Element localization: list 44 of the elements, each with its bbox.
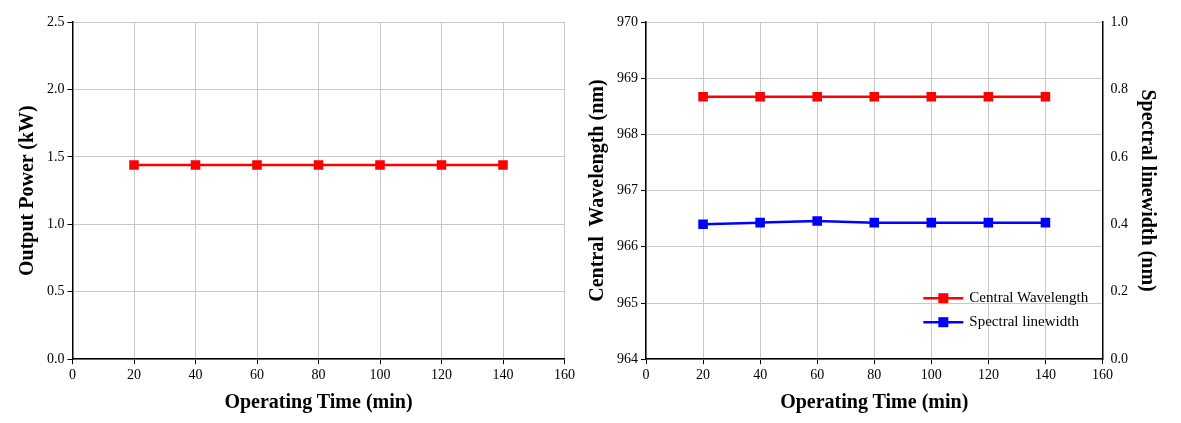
y-tick-label: 967: [617, 182, 638, 198]
x-tick-label: 140: [1034, 367, 1056, 383]
y-axis-title: Central Wavelength (nm): [585, 79, 609, 302]
y2-tick-label: 0.0: [1110, 350, 1128, 366]
y2-axis-title: Spectral linewidth (nm): [1136, 89, 1160, 292]
y-tick-label: 1.0: [47, 215, 65, 231]
y-tick-label: 964: [617, 350, 638, 366]
y2-tick-label: 0.6: [1110, 148, 1128, 164]
x-tick-label: 20: [696, 367, 711, 383]
x-axis-title: Operating Time (min): [780, 390, 969, 414]
legend-label: Spectral linewidth: [969, 313, 1080, 330]
y-tick-label: 970: [617, 13, 638, 29]
x-tick-label: 0: [642, 367, 650, 383]
x-tick-label: 140: [492, 367, 514, 383]
y2-tick-label: 0.2: [1110, 283, 1128, 299]
y-tick-label: 2.5: [47, 13, 65, 29]
x-tick-label: 160: [554, 367, 575, 383]
x-axis-title: Operating Time (min): [224, 390, 413, 414]
x-tick-label: 100: [369, 367, 391, 383]
x-tick-label: 160: [1092, 367, 1113, 383]
x-tick-label: 80: [867, 367, 882, 383]
y-axis-title: Output Power (kW): [15, 105, 39, 276]
x-tick-label: 100: [920, 367, 942, 383]
y2-tick-label: 0.4: [1110, 215, 1128, 231]
y-tick-label: 1.5: [47, 148, 65, 164]
x-tick-label: 0: [69, 367, 76, 383]
x-tick-label: 40: [753, 367, 768, 383]
x-tick-label: 80: [311, 367, 326, 383]
x-tick-label: 60: [250, 367, 264, 383]
y-tick-label: 0.0: [47, 350, 65, 366]
y-tick-label: 0.5: [47, 283, 65, 299]
y-tick-label: 965: [617, 294, 638, 310]
x-tick-label: 120: [431, 367, 452, 383]
x-tick-label: 60: [810, 367, 825, 383]
y2-tick-label: 0.8: [1110, 81, 1128, 97]
x-tick-label: 20: [127, 367, 141, 383]
legend-label: Central Wavelength: [969, 289, 1089, 306]
y-tick-label: 969: [617, 69, 638, 85]
y-tick-label: 2.0: [47, 81, 65, 97]
y-tick-label: 968: [617, 126, 638, 142]
y-tick-label: 966: [617, 238, 638, 254]
y2-tick-label: 1.0: [1110, 13, 1128, 29]
x-tick-label: 40: [188, 367, 203, 383]
x-tick-label: 120: [977, 367, 999, 383]
